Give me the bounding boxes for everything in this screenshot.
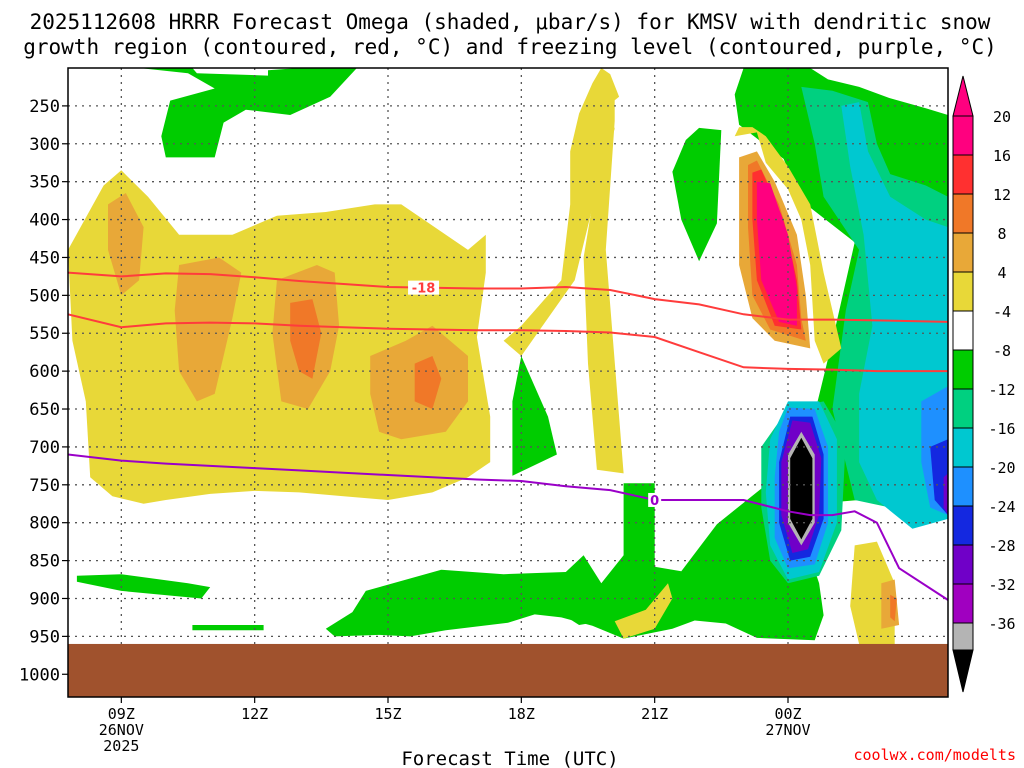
x-tick-label-9-1: 26NOV bbox=[99, 721, 144, 739]
colorbar-label-12: -32 bbox=[988, 576, 1015, 594]
y-tick-label-250: 250 bbox=[29, 97, 60, 117]
y-tick-label-350: 350 bbox=[29, 173, 60, 193]
y-tick-label-650: 650 bbox=[29, 400, 60, 420]
ground-below-surface bbox=[68, 643, 948, 697]
contour-label-bg-dgz-top bbox=[408, 280, 440, 295]
y-tick-label-800: 800 bbox=[29, 514, 60, 534]
colorbar-top-arrow bbox=[952, 75, 974, 117]
colorbar-label-2: 12 bbox=[993, 186, 1011, 204]
omega-region-25 bbox=[290, 299, 322, 379]
omega-region-5 bbox=[76, 574, 211, 599]
y-tick-label-300: 300 bbox=[29, 135, 60, 155]
y-tick-label-550: 550 bbox=[29, 324, 60, 344]
x-tick-label-9-0: 09Z bbox=[108, 705, 135, 723]
omega-region-11 bbox=[930, 439, 948, 516]
colorbar-label-7: -12 bbox=[988, 381, 1015, 399]
y-tick-label-750: 750 bbox=[29, 476, 60, 496]
plot-frame bbox=[67, 67, 949, 698]
x-tick-label-18-0: 18Z bbox=[508, 705, 535, 723]
omega-region-4 bbox=[325, 483, 824, 641]
omega-region-23 bbox=[881, 579, 900, 629]
colorbar-segment-5 bbox=[952, 271, 974, 312]
colorbar-label-6: -8 bbox=[993, 342, 1011, 360]
y-tick-label-850: 850 bbox=[29, 552, 60, 572]
colorbar-segment-6 bbox=[952, 310, 974, 351]
omega-region-26 bbox=[414, 356, 442, 409]
y-tick-label-450: 450 bbox=[29, 248, 60, 268]
plot-area: -18 0 bbox=[67, 67, 949, 698]
y-tick-label-400: 400 bbox=[29, 211, 60, 231]
colorbar-segment-11 bbox=[952, 505, 974, 546]
omega-region-37 bbox=[790, 437, 813, 540]
omega-region-0 bbox=[139, 68, 357, 158]
colorbar: 20 16 12 8 4 -4 -8 -12 -16 -20 -24 -28 -32 -36 bbox=[952, 75, 1016, 693]
omega-region-18 bbox=[614, 583, 673, 639]
y-axis-ticks: 250 300 350 400 450 500 550 600 650 700 750 800 850 9… bbox=[19, 97, 68, 685]
omega-region-19 bbox=[108, 193, 144, 296]
colorbar-label-1: 16 bbox=[993, 147, 1011, 165]
y-tick-label-500: 500 bbox=[29, 286, 60, 306]
x-tick-label-12-0: 12Z bbox=[241, 705, 268, 723]
contour-label-dgz-top: -18 bbox=[412, 282, 436, 297]
colorbar-segment-3 bbox=[952, 193, 974, 234]
colorbar-label-3: 8 bbox=[997, 225, 1006, 243]
y-tick-label-700: 700 bbox=[29, 438, 60, 458]
x-tick-label-21-0: 21Z bbox=[641, 705, 668, 723]
contour-label-freezing-level: 0 bbox=[650, 494, 659, 509]
colorbar-segment-9 bbox=[952, 427, 974, 468]
colorbar-label-13: -36 bbox=[988, 615, 1015, 633]
omega-region-7 bbox=[561, 609, 602, 625]
chart-title-line2: growth region (contoured, red, °C) and f… bbox=[23, 35, 997, 59]
credit-link[interactable]: coolwx.com/modelts bbox=[853, 746, 1016, 764]
x-tick-label-15-0: 15Z bbox=[374, 705, 401, 723]
omega-region-1 bbox=[672, 127, 722, 262]
colorbar-segment-12 bbox=[952, 544, 974, 585]
colorbar-label-10: -24 bbox=[988, 498, 1015, 516]
x-tick-label-9-2: 2025 bbox=[103, 737, 139, 755]
x-tick-label-24-0: 00Z bbox=[774, 705, 801, 723]
y-tick-label-600: 600 bbox=[29, 362, 60, 382]
omega-region-6 bbox=[192, 625, 264, 631]
omega-region-15 bbox=[583, 81, 624, 474]
contour-freezing-level bbox=[68, 453, 948, 601]
colorbar-segment-2 bbox=[952, 154, 974, 195]
colorbar-label-0: 20 bbox=[993, 108, 1011, 126]
y-tick-label-1000: 1000 bbox=[19, 665, 60, 685]
colorbar-segment-4 bbox=[952, 232, 974, 273]
chart-title-line1: 2025112608 HRRR Forecast Omega (shaded, … bbox=[30, 10, 991, 34]
omega-region-30 bbox=[756, 181, 797, 326]
y-tick-label-900: 900 bbox=[29, 589, 60, 609]
contour-dgz-bottom bbox=[68, 313, 948, 373]
omega-region-20 bbox=[174, 257, 242, 402]
contour-label-bg-freezing-level bbox=[648, 492, 662, 507]
colorbar-label-11: -28 bbox=[988, 537, 1015, 555]
omega-region-27 bbox=[890, 594, 897, 622]
colorbar-bottom-arrow bbox=[952, 649, 974, 693]
x-tick-label-24-1: 27NOV bbox=[765, 721, 810, 739]
colorbar-segment-14 bbox=[952, 622, 974, 651]
colorbar-label-8: -16 bbox=[988, 420, 1015, 438]
y-tick-label-950: 950 bbox=[29, 627, 60, 647]
colorbar-segment-7 bbox=[952, 349, 974, 390]
colorbar-label-4: 4 bbox=[997, 264, 1006, 282]
colorbar-segment-1 bbox=[952, 115, 974, 156]
contour-dgz-top bbox=[68, 271, 948, 323]
omega-region-2 bbox=[512, 356, 557, 476]
omega-region-12 bbox=[943, 473, 948, 516]
colorbar-segment-10 bbox=[952, 466, 974, 507]
colorbar-segment-8 bbox=[952, 388, 974, 429]
colorbar-label-9: -20 bbox=[988, 459, 1015, 477]
colorbar-segment-13 bbox=[952, 583, 974, 624]
x-axis-label: Forecast Time (UTC) bbox=[401, 748, 618, 768]
omega-region-16 bbox=[734, 127, 842, 364]
colorbar-label-5: -4 bbox=[993, 303, 1011, 321]
